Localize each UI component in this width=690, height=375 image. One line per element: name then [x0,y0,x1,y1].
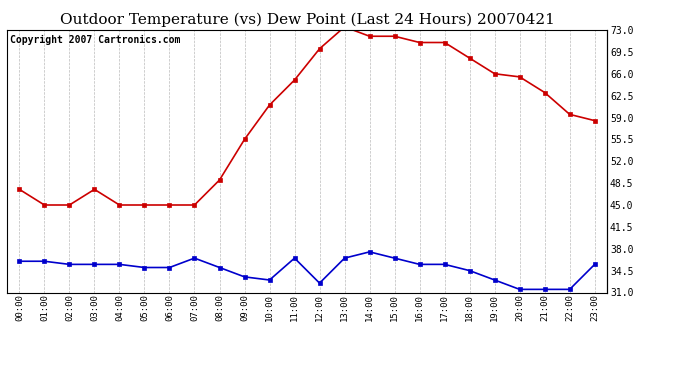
Text: Copyright 2007 Cartronics.com: Copyright 2007 Cartronics.com [10,35,180,45]
Title: Outdoor Temperature (vs) Dew Point (Last 24 Hours) 20070421: Outdoor Temperature (vs) Dew Point (Last… [59,13,555,27]
